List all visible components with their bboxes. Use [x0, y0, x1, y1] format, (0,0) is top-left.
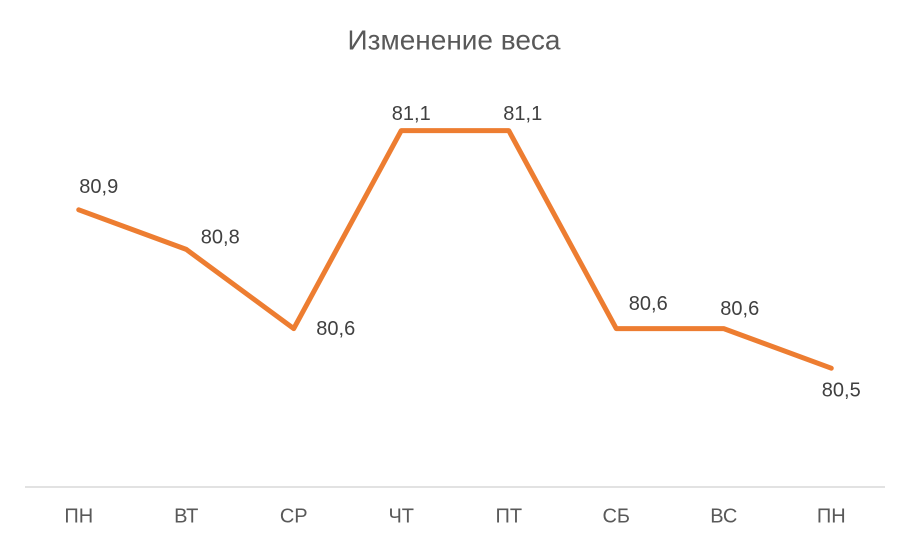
x-tick-label: ПТ	[495, 505, 522, 527]
x-tick-label: ВС	[710, 505, 737, 527]
x-tick-label: ЧТ	[388, 505, 414, 527]
data-label: 81,1	[503, 103, 542, 125]
data-label: 80,6	[720, 298, 759, 320]
x-tick-label: ПН	[817, 505, 846, 527]
data-label: 80,6	[629, 293, 668, 315]
chart-title: Изменение веса	[348, 24, 561, 55]
x-tick-label: ВТ	[174, 505, 198, 527]
x-tick-label: СБ	[602, 505, 630, 527]
data-label: 80,6	[316, 318, 355, 340]
line	[76, 128, 834, 371]
data-label: 80,5	[822, 379, 861, 401]
x-tick-label: СР	[280, 505, 308, 527]
data-label: 80,8	[201, 227, 240, 249]
data-label: 80,9	[79, 176, 118, 198]
data-label: 81,1	[392, 103, 431, 125]
x-tick-label: ПН	[64, 505, 93, 527]
